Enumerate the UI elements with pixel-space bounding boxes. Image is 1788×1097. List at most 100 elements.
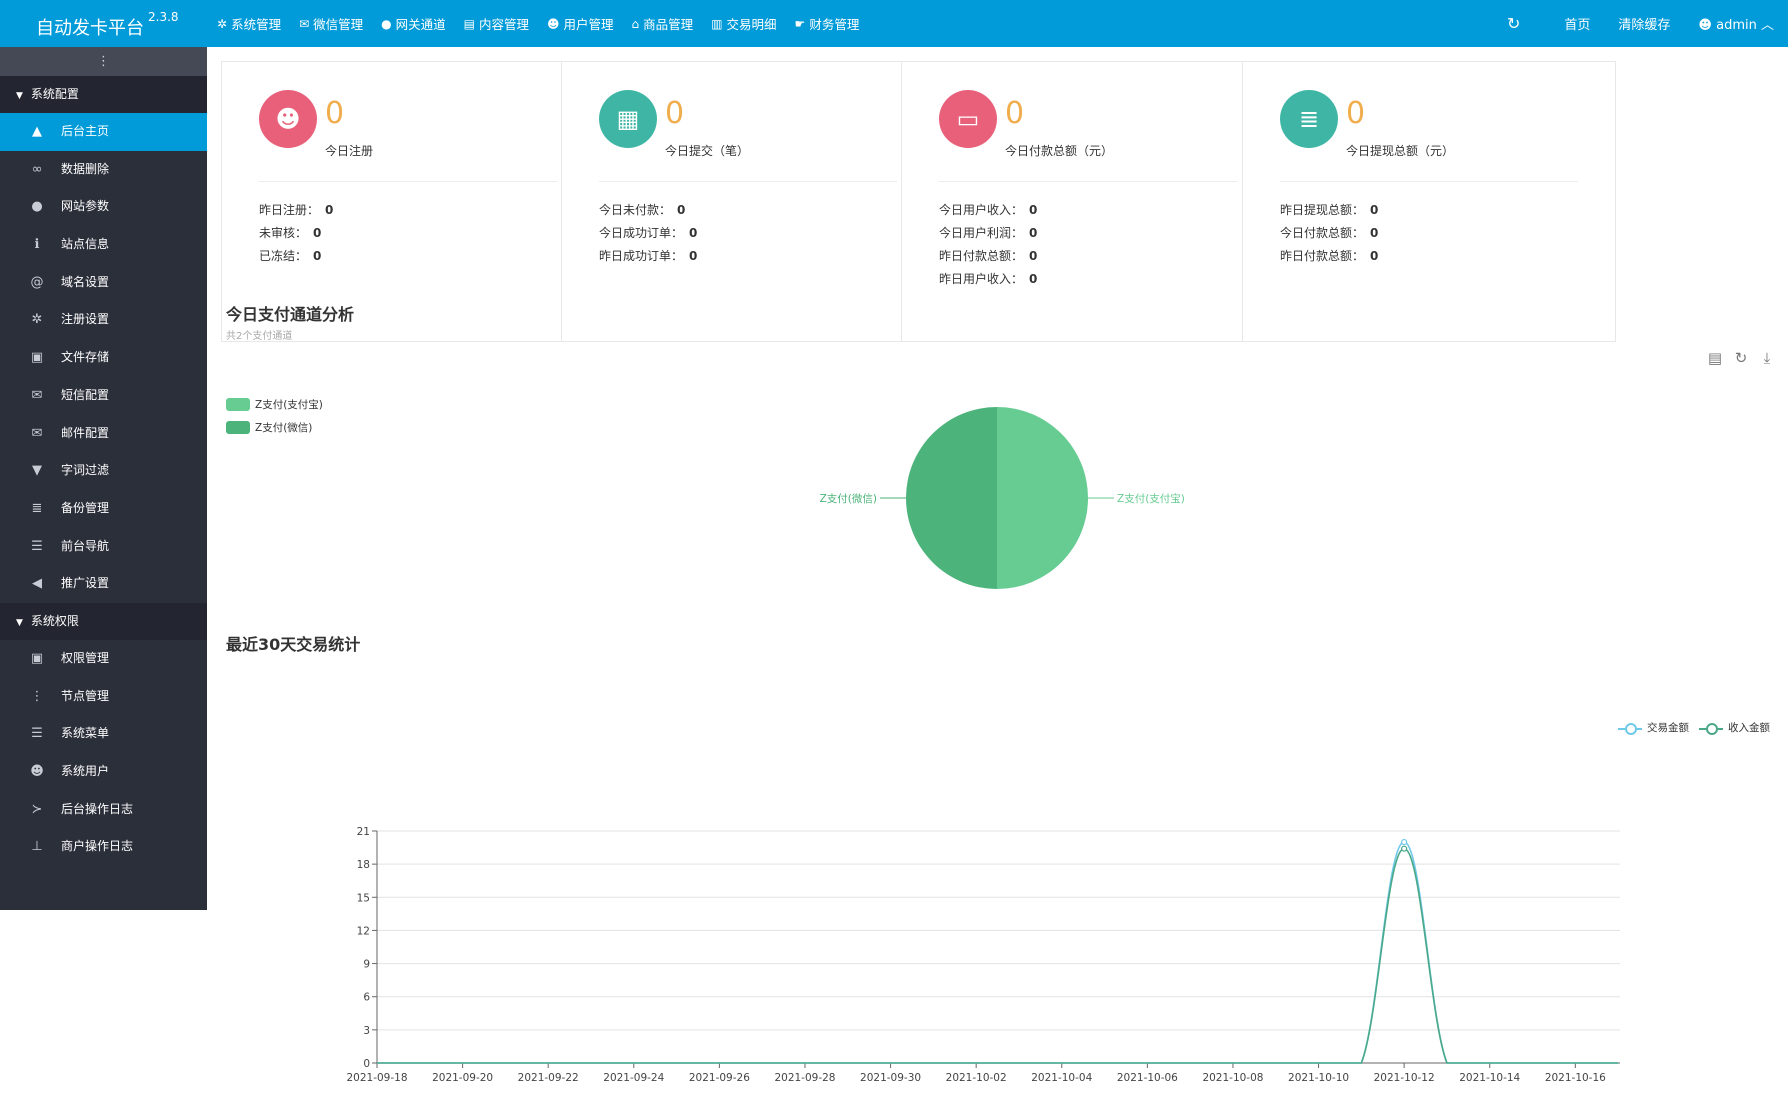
pie-slice[interactable] — [997, 407, 1088, 589]
data-point[interactable] — [1402, 840, 1407, 845]
top-nav-label: 系统管理 — [231, 14, 281, 33]
sidebar-item-label: 注册设置 — [61, 301, 109, 339]
sidebar-item-label: 备份管理 — [61, 490, 109, 528]
sidebar-item[interactable]: ✉短信配置 — [0, 377, 207, 415]
sidebar-item[interactable]: ✲注册设置 — [0, 301, 207, 339]
info-icon: ℹ — [29, 226, 45, 264]
top-nav-label: 内容管理 — [479, 14, 529, 33]
x-tick-label: 2021-10-06 — [1117, 1072, 1178, 1084]
divider — [939, 181, 1237, 182]
sidebar-item-label: 站点信息 — [61, 226, 109, 264]
sidebar-item[interactable]: ●网站参数 — [0, 188, 207, 226]
x-tick-label: 2021-10-12 — [1374, 1072, 1435, 1084]
sidebar-item[interactable]: ☰系统菜单 — [0, 715, 207, 753]
chart-toolbox: ▤ ↻ ⤓ — [1706, 349, 1776, 367]
legend-label: 交易金额 — [1647, 720, 1689, 735]
pin-icon: ⊥ — [29, 828, 45, 866]
caret-down-icon: ▼ — [16, 78, 23, 115]
user-menu[interactable]: ☻ admin ︿ — [1684, 14, 1788, 33]
top-nav-item[interactable]: ▤内容管理 — [455, 0, 538, 47]
refresh-icon[interactable]: ↻ — [1732, 349, 1750, 367]
top-nav-item[interactable]: ●网关通道 — [372, 0, 455, 47]
sidebar-item[interactable]: @域名设置 — [0, 264, 207, 302]
refresh-icon[interactable]: ↻ — [1493, 14, 1550, 33]
stat-detail-key: 昨日成功订单： — [599, 249, 683, 263]
y-tick-label: 12 — [357, 925, 370, 937]
x-tick-label: 2021-10-10 — [1288, 1072, 1349, 1084]
divider — [599, 181, 897, 182]
sidebar-item[interactable]: ☰前台导航 — [0, 528, 207, 566]
sidebar-item[interactable]: ⊥ 商户操作日志 — [0, 828, 207, 866]
line-legend-item[interactable]: 收入金额 — [1699, 720, 1770, 735]
sidebar-item[interactable]: ◀推广设置 — [0, 565, 207, 603]
calendar-icon: ▦ — [599, 90, 657, 148]
stat-detail-value: 0 — [1029, 272, 1037, 286]
download-icon[interactable]: ⤓ — [1758, 349, 1776, 367]
pie-slice-label: Z支付(微信) — [820, 492, 877, 505]
data-view-icon[interactable]: ▤ — [1706, 349, 1724, 367]
x-tick-label: 2021-10-04 — [1031, 1072, 1092, 1084]
stat-detail-row: 今日成功订单：0 — [599, 222, 697, 245]
credit-card-icon: ▭ — [939, 90, 997, 148]
sidebar-item[interactable]: ▲后台主页 — [0, 113, 207, 151]
sidebar-item[interactable]: ℹ 站点信息 — [0, 226, 207, 264]
sidebar-item-label: 短信配置 — [61, 377, 109, 415]
stat-detail-key: 昨日付款总额： — [939, 249, 1023, 263]
line-series[interactable] — [377, 849, 1618, 1063]
stat-detail-row: 今日付款总额：0 — [1280, 222, 1378, 245]
sidebar-item[interactable]: ▣文件存储 — [0, 339, 207, 377]
sidebar-item[interactable]: ✉邮件配置 — [0, 415, 207, 453]
top-nav-item[interactable]: ✉微信管理 — [290, 0, 372, 47]
top-nav-item[interactable]: ⌂商品管理 — [623, 0, 703, 47]
stat-detail-value: 0 — [325, 203, 333, 217]
sidebar-item-label: 商户操作日志 — [61, 828, 133, 866]
sidebar-group-system-config[interactable]: ▼系统配置 — [0, 76, 207, 113]
users-icon: ☻ — [29, 753, 45, 791]
y-tick-label: 18 — [357, 859, 370, 871]
stat-detail-key: 昨日用户收入： — [939, 272, 1023, 286]
sidebar-group-label: 系统权限 — [31, 614, 79, 628]
users-icon: ☻ — [547, 17, 560, 31]
stat-detail-value: 0 — [1370, 226, 1378, 240]
stat-detail-key: 已冻结： — [259, 249, 307, 263]
app-title: 自动发卡平台 — [36, 18, 144, 39]
top-nav-item[interactable]: ☻用户管理 — [538, 0, 623, 47]
top-nav-item[interactable]: ☛财务管理 — [786, 0, 869, 47]
data-point[interactable] — [1402, 846, 1407, 851]
sidebar-item-label: 域名设置 — [61, 264, 109, 302]
sidebar-item[interactable]: ∞数据删除 — [0, 151, 207, 189]
wechat-icon: ✉ — [299, 17, 309, 31]
sidebar-group-system-permission[interactable]: ▼系统权限 — [0, 603, 207, 640]
sidebar-item[interactable]: ☻系统用户 — [0, 753, 207, 791]
shop-icon: ⌂ — [632, 17, 640, 31]
sidebar-item[interactable]: ▼字词过滤 — [0, 452, 207, 490]
filter-icon: ▼ — [29, 452, 45, 490]
stat-label: 今日注册 — [325, 142, 373, 159]
line-chart-title: 最近30天交易统计 — [226, 631, 360, 655]
x-tick-label: 2021-09-20 — [432, 1072, 493, 1084]
sidebar-toggle[interactable]: ⋮ — [0, 47, 207, 76]
sidebar-item[interactable]: ⋮节点管理 — [0, 678, 207, 716]
app-version: 2.3.8 — [148, 10, 179, 24]
sidebar-item-label: 邮件配置 — [61, 415, 109, 453]
hand-icon: ☛ — [795, 17, 806, 31]
legend-label: 收入金额 — [1728, 720, 1770, 735]
clear-cache-link[interactable]: 清除缓存 — [1604, 14, 1684, 33]
top-nav-item[interactable]: ✲系统管理 — [207, 0, 290, 47]
app-brand[interactable]: 自动发卡平台 2.3.8 — [0, 0, 207, 47]
stat-detail-key: 今日用户收入： — [939, 203, 1023, 217]
pie-slice[interactable] — [906, 407, 997, 589]
sidebar-item[interactable]: ≣备份管理 — [0, 490, 207, 528]
home-link[interactable]: 首页 — [1550, 14, 1604, 33]
line-legend-item[interactable]: 交易金额 — [1618, 720, 1689, 735]
chevron-up-icon: ︿ — [1761, 18, 1774, 33]
sidebar-item[interactable]: ≻后台操作日志 — [0, 791, 207, 829]
top-nav-item[interactable]: ▥交易明细 — [702, 0, 785, 47]
sidebar-item[interactable]: ▣权限管理 — [0, 640, 207, 678]
